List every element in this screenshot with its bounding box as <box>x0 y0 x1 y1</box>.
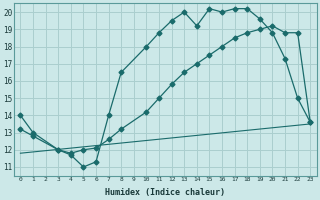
X-axis label: Humidex (Indice chaleur): Humidex (Indice chaleur) <box>105 188 225 197</box>
